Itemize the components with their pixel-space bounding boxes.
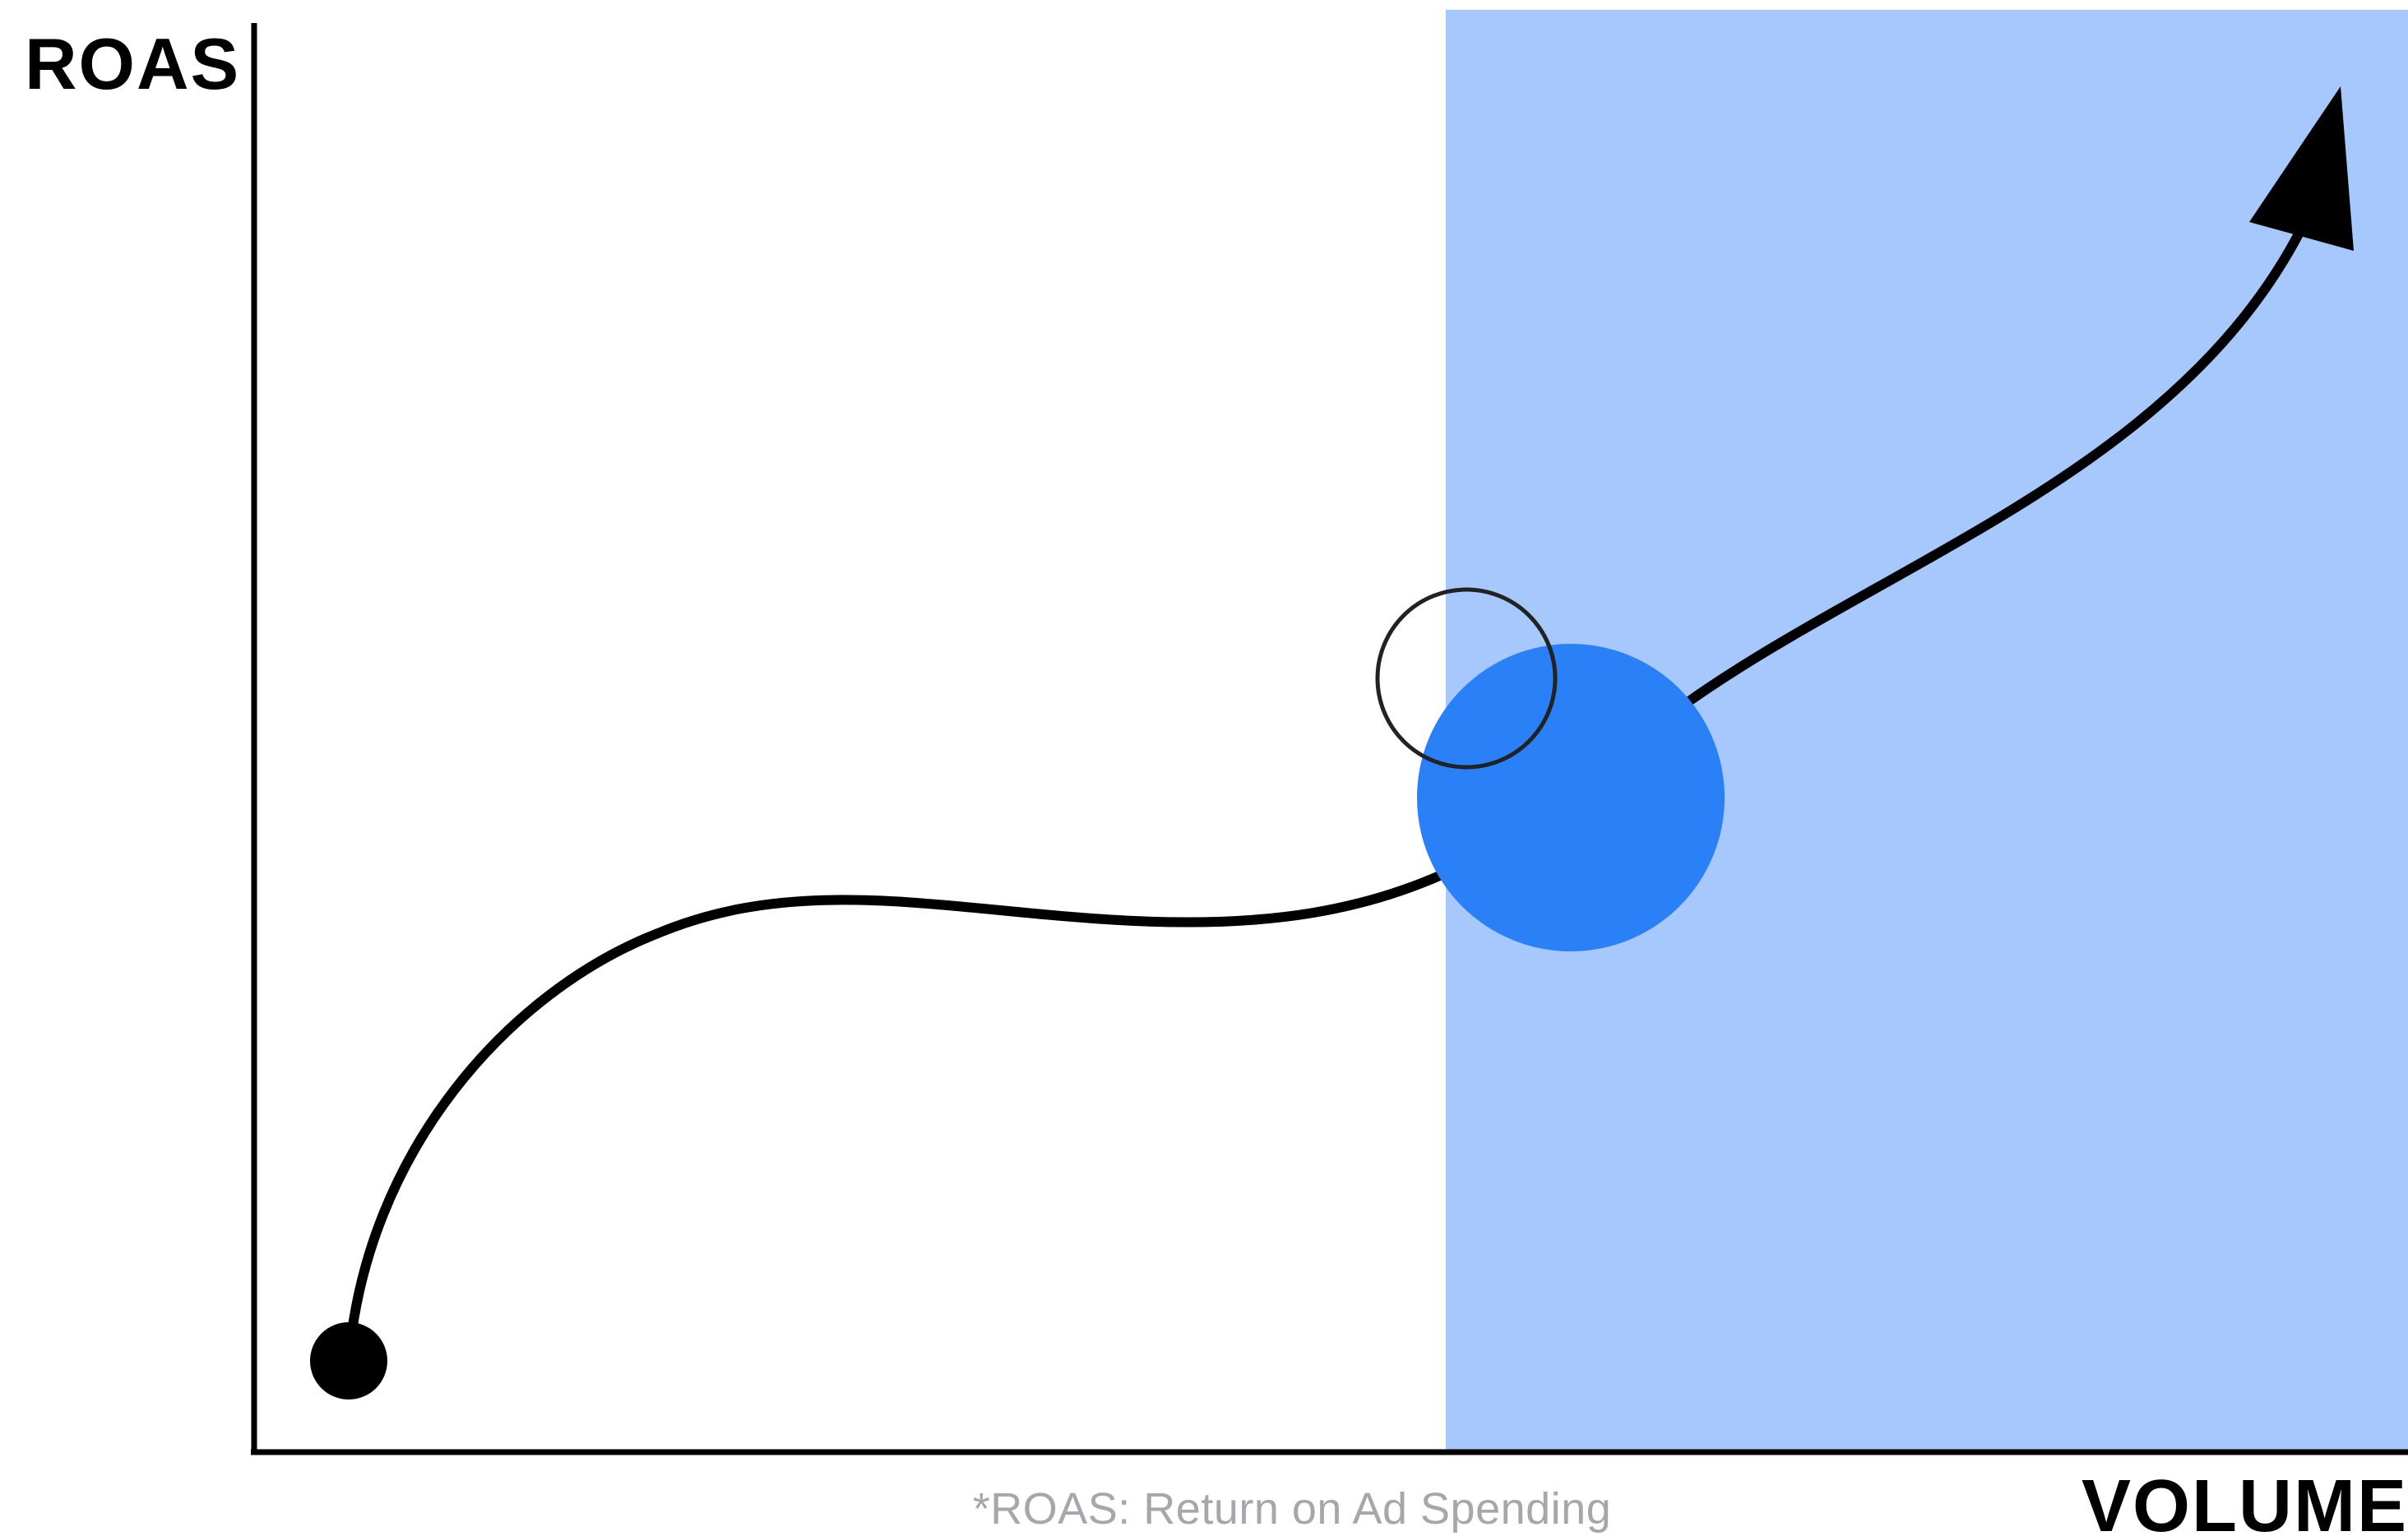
y-axis-label: ROAS (25, 23, 240, 104)
x-axis-label: VOLUME (2082, 1465, 2408, 1536)
growth-curve-lower (344, 869, 1448, 1366)
arrowhead-icon (2249, 86, 2354, 251)
target-marker (1375, 587, 1558, 770)
footnote: *ROAS: Return on Ad Spending (973, 1484, 1612, 1534)
start-point (310, 1322, 387, 1400)
primary-point (1417, 644, 1725, 951)
growth-curve-upper (1685, 221, 2308, 706)
